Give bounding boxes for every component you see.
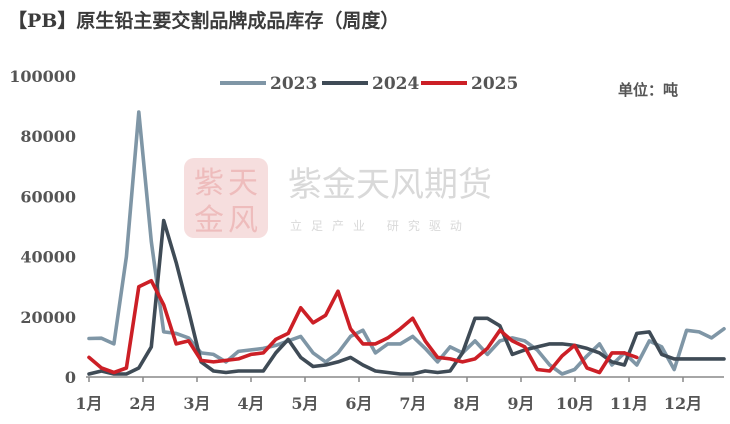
- chart-title: 【PB】原生铅主要交割品牌成品库存（周度）: [8, 10, 400, 32]
- y-tick-label: 60000: [20, 187, 76, 206]
- y-tick-label: 0: [65, 368, 76, 387]
- x-tick-label: 10月: [556, 394, 594, 413]
- y-tick-label: 100000: [9, 67, 76, 86]
- x-tick-label: 11月: [610, 394, 648, 413]
- y-tick-label: 20000: [20, 308, 76, 327]
- y-tick-label: 40000: [20, 248, 76, 267]
- watermark: 紫 天 金 风 紫金天风期货 立足产业 研究驱动: [184, 158, 492, 238]
- unit-label: 单位：吨: [618, 81, 678, 99]
- series-line-2025: [87, 278, 639, 375]
- legend-label-2023: 2023: [270, 74, 317, 94]
- watermark-logo-char: 金: [194, 203, 224, 238]
- x-axis: 1月 2月 3月 4月 5月 6月 7月 8月 9月 10月 11月 12月: [75, 377, 702, 413]
- x-tick-label: 2月: [129, 394, 156, 413]
- series-layer: [87, 110, 726, 376]
- x-tick-label: 7月: [399, 394, 426, 413]
- y-tick-label: 80000: [20, 127, 76, 146]
- series-line-2024: [87, 218, 726, 376]
- watermark-logo-char: 天: [228, 166, 258, 201]
- watermark-name: 紫金天风期货: [288, 165, 492, 205]
- x-tick-label: 12月: [664, 394, 702, 413]
- legend: 2023 2024 2025: [220, 74, 518, 94]
- y-axis: 0 20000 40000 60000 80000 100000: [9, 67, 76, 387]
- x-tick-label: 8月: [453, 394, 480, 413]
- legend-label-2024: 2024: [372, 74, 419, 94]
- series-line-2023: [87, 110, 726, 376]
- x-tick-label: 3月: [183, 394, 210, 413]
- watermark-logo-char: 风: [228, 203, 258, 238]
- x-tick-label: 9月: [507, 394, 534, 413]
- watermark-slogan: 立足产业 研究驱动: [290, 218, 471, 233]
- x-tick-label: 5月: [291, 394, 318, 413]
- x-tick-label: 1月: [75, 394, 102, 413]
- x-tick-label: 4月: [237, 394, 264, 413]
- watermark-logo: [184, 158, 268, 238]
- watermark-logo-char: 紫: [194, 166, 224, 201]
- x-tick-label: 6月: [345, 394, 372, 413]
- legend-label-2025: 2025: [471, 74, 518, 94]
